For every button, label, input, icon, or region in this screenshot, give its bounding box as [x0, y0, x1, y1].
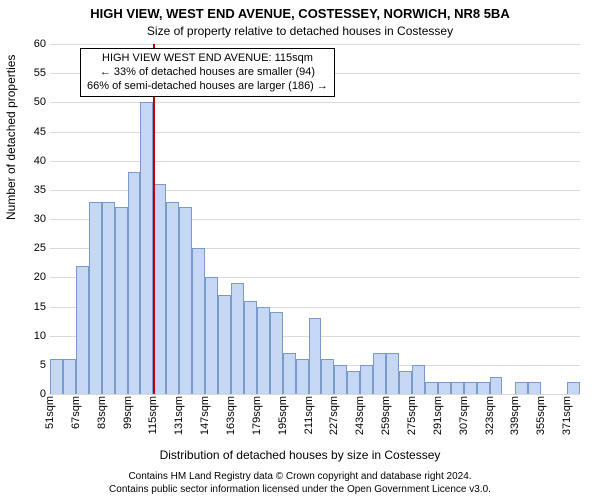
- x-tick-label: 371sqm: [561, 396, 573, 435]
- chart-figure: HIGH VIEW, WEST END AVENUE, COSTESSEY, N…: [0, 0, 600, 500]
- y-tick-label: 20: [16, 271, 46, 283]
- x-tick-label: 291sqm: [432, 396, 444, 435]
- annotation-line-2: ← 33% of detached houses are smaller (94…: [87, 66, 328, 80]
- chart-subtitle: Size of property relative to detached ho…: [0, 24, 600, 38]
- plot-inner: 05101520253035404550556051sqm67sqm83sqm9…: [50, 44, 580, 394]
- histogram-bar: [360, 365, 373, 394]
- y-tick-label: 25: [16, 242, 46, 254]
- y-tick-label: 45: [16, 126, 46, 138]
- x-tick-label: 131sqm: [173, 396, 185, 435]
- histogram-bar: [179, 207, 192, 394]
- histogram-bar: [464, 382, 477, 394]
- histogram-bar: [386, 353, 399, 394]
- histogram-bar: [218, 295, 231, 394]
- histogram-bar: [63, 359, 76, 394]
- histogram-bar: [115, 207, 128, 394]
- x-tick-label: 179sqm: [251, 396, 263, 435]
- histogram-bar: [309, 318, 322, 394]
- x-tick-label: 243sqm: [354, 396, 366, 435]
- chart-title: HIGH VIEW, WEST END AVENUE, COSTESSEY, N…: [0, 6, 600, 21]
- histogram-bar: [205, 277, 218, 394]
- histogram-bar: [412, 365, 425, 394]
- plot-area: 05101520253035404550556051sqm67sqm83sqm9…: [50, 44, 580, 394]
- y-tick-label: 10: [16, 330, 46, 342]
- histogram-bar: [515, 382, 528, 394]
- histogram-bar: [425, 382, 438, 394]
- histogram-bar: [270, 312, 283, 394]
- histogram-bar: [102, 202, 115, 395]
- histogram-bar: [140, 102, 153, 394]
- y-tick-label: 15: [16, 301, 46, 313]
- histogram-bar: [373, 353, 386, 394]
- y-tick-label: 50: [16, 96, 46, 108]
- gridline: [50, 161, 580, 162]
- histogram-bar: [347, 371, 360, 394]
- x-tick-label: 227sqm: [328, 396, 340, 435]
- gridline: [50, 44, 580, 45]
- y-tick-label: 5: [16, 359, 46, 371]
- x-tick-label: 259sqm: [380, 396, 392, 435]
- x-tick-label: 115sqm: [147, 396, 159, 434]
- histogram-bar: [283, 353, 296, 394]
- histogram-bar: [567, 382, 580, 394]
- x-tick-label: 67sqm: [70, 396, 82, 429]
- annotation-box: HIGH VIEW WEST END AVENUE: 115sqm← 33% o…: [80, 48, 335, 97]
- histogram-bar: [528, 382, 541, 394]
- histogram-bar: [477, 382, 490, 394]
- x-tick-label: 163sqm: [225, 396, 237, 435]
- x-tick-label: 307sqm: [458, 396, 470, 435]
- footer-line-2: Contains public sector information licen…: [0, 484, 600, 497]
- histogram-bar: [321, 359, 334, 394]
- histogram-bar: [451, 382, 464, 394]
- gridline: [50, 394, 580, 395]
- x-tick-label: 355sqm: [535, 396, 547, 435]
- x-tick-label: 51sqm: [44, 396, 56, 429]
- histogram-bar: [192, 248, 205, 394]
- y-tick-label: 40: [16, 155, 46, 167]
- footer-attribution: Contains HM Land Registry data © Crown c…: [0, 471, 600, 496]
- x-tick-label: 275sqm: [406, 396, 418, 435]
- gridline: [50, 102, 580, 103]
- y-tick-label: 0: [16, 388, 46, 400]
- histogram-bar: [334, 365, 347, 394]
- histogram-bar: [166, 202, 179, 395]
- annotation-line-1: HIGH VIEW WEST END AVENUE: 115sqm: [87, 52, 328, 66]
- histogram-bar: [399, 371, 412, 394]
- histogram-bar: [231, 283, 244, 394]
- x-tick-label: 195sqm: [277, 396, 289, 435]
- histogram-bar: [257, 307, 270, 395]
- histogram-bar: [128, 172, 141, 394]
- histogram-bar: [76, 266, 89, 394]
- annotation-line-3: 66% of semi-detached houses are larger (…: [87, 80, 328, 94]
- x-axis-label: Distribution of detached houses by size …: [0, 448, 600, 462]
- x-tick-label: 147sqm: [199, 396, 211, 435]
- histogram-bar: [50, 359, 63, 394]
- x-tick-label: 83sqm: [96, 396, 108, 429]
- y-tick-label: 60: [16, 38, 46, 50]
- histogram-bar: [244, 301, 257, 394]
- y-tick-label: 30: [16, 213, 46, 225]
- x-tick-label: 339sqm: [509, 396, 521, 435]
- histogram-bar: [89, 202, 102, 395]
- histogram-bar: [490, 377, 503, 395]
- x-tick-label: 323sqm: [484, 396, 496, 435]
- x-tick-label: 211sqm: [303, 396, 315, 434]
- gridline: [50, 132, 580, 133]
- x-tick-label: 99sqm: [122, 396, 134, 429]
- y-tick-label: 35: [16, 184, 46, 196]
- histogram-bar: [438, 382, 451, 394]
- histogram-bar: [296, 359, 309, 394]
- y-tick-label: 55: [16, 67, 46, 79]
- footer-line-1: Contains HM Land Registry data © Crown c…: [0, 471, 600, 484]
